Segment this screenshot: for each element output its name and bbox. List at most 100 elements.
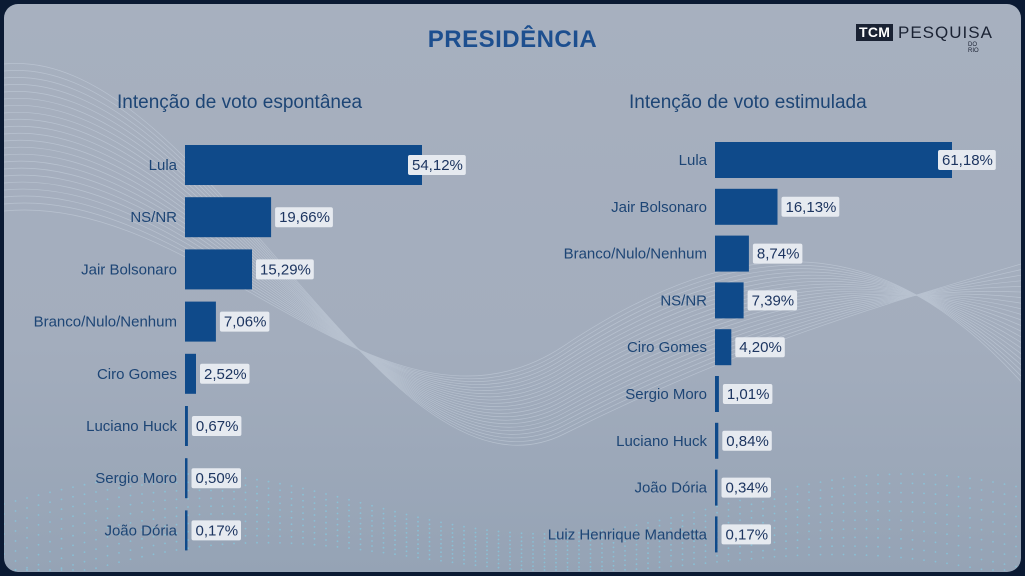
wave-dot	[141, 528, 143, 531]
wave-dot	[348, 504, 350, 506]
wave-dot	[37, 494, 40, 496]
wave-dot	[474, 535, 477, 538]
wave-dot	[796, 485, 799, 488]
wave-dot	[911, 482, 914, 485]
wave-dot	[60, 528, 63, 530]
wave-dot	[923, 511, 925, 514]
wave-dot	[302, 506, 304, 508]
wave-dot	[187, 489, 189, 492]
wave-dot	[520, 556, 523, 559]
wave-dot	[497, 534, 500, 537]
wave-dot	[842, 553, 845, 556]
wave-dot	[106, 507, 109, 510]
wave-dot	[474, 543, 477, 546]
wave-dot	[624, 568, 626, 571]
wave-dot	[785, 510, 787, 513]
wave-dot	[520, 548, 523, 551]
wave-dot	[256, 485, 258, 488]
wave-dot	[474, 564, 477, 567]
wave-dot	[635, 524, 638, 527]
wave-dot	[233, 505, 235, 508]
wave-dot	[532, 557, 534, 559]
wave-dot	[336, 501, 339, 504]
wave-dot	[727, 553, 730, 556]
wave-dot	[900, 528, 902, 531]
wave-dot	[371, 540, 373, 542]
wave-dot	[773, 541, 776, 544]
wave-dot	[290, 491, 293, 494]
wave-dot	[106, 564, 109, 566]
category-label-spontaneous-1: NS/NR	[130, 209, 177, 226]
wave-dot	[325, 539, 327, 541]
wave-dot	[532, 545, 534, 547]
wave-dot	[888, 528, 891, 530]
wave-dot	[946, 474, 948, 477]
wave-dot	[290, 510, 293, 513]
bar-charts: Lula 54,12% NS/NR 19,66% Jair Bolsonaro 15,29…	[34, 142, 996, 553]
wave-dot	[865, 536, 868, 539]
wave-dot	[509, 547, 511, 550]
wave-dot	[60, 569, 63, 571]
wave-dot	[371, 545, 373, 547]
wave-dot	[451, 540, 454, 543]
wave-dot	[486, 557, 488, 560]
value-label-spontaneous-0: 54,12%	[412, 157, 463, 174]
category-label-stimulated-2: Branco/Nulo/Nenhum	[564, 246, 707, 263]
value-label-bg-stimulated-5	[722, 384, 773, 404]
wave-dot	[819, 545, 822, 548]
wave-dot	[164, 482, 166, 484]
wave-dot	[670, 554, 672, 557]
wave-dot	[486, 545, 488, 548]
wave-dot	[980, 499, 983, 501]
wave-dot	[60, 518, 63, 520]
wave-dot	[14, 500, 17, 502]
wave-dot	[888, 500, 891, 503]
wave-dot	[520, 564, 523, 567]
wave-dot	[992, 501, 994, 503]
wave-dot	[72, 495, 74, 498]
wave-dot	[83, 493, 86, 496]
wave-dot	[969, 507, 971, 509]
wave-dot	[555, 541, 557, 543]
wave-dot	[578, 536, 580, 538]
wave-dot	[750, 517, 753, 519]
wave-dot	[566, 545, 569, 547]
value-label-bg-spontaneous-4	[200, 363, 250, 384]
wave-dot	[808, 522, 810, 525]
value-label-spontaneous-1: 19,66%	[279, 209, 330, 226]
wave-dot	[60, 508, 63, 511]
wave-dot	[26, 517, 28, 519]
wave-dot	[233, 512, 235, 515]
chart-spontaneous-title: Intenção de voto espontânea	[117, 92, 363, 113]
wave-dot	[256, 506, 258, 509]
wave-dot	[750, 557, 753, 560]
wave-dot	[877, 492, 879, 494]
wave-dot	[141, 511, 143, 513]
wave-dot	[969, 526, 971, 529]
wave-dot	[980, 558, 983, 561]
wave-dot	[152, 527, 155, 529]
wave-dot	[1015, 565, 1017, 568]
wave-dot	[348, 509, 350, 512]
wave-dot	[486, 541, 488, 544]
wave-dot	[497, 530, 500, 533]
wave-dot	[348, 515, 350, 517]
wave-dot	[175, 540, 178, 543]
wave-dot	[83, 483, 86, 486]
wave-dot	[49, 491, 51, 494]
wave-dot	[164, 542, 166, 545]
wave-dot	[4, 563, 5, 565]
wave-dot	[382, 551, 385, 554]
wave-dot	[635, 543, 638, 546]
wave-dot	[164, 499, 166, 502]
wave-dot	[129, 503, 132, 506]
wave-dot	[624, 559, 626, 562]
wave-dot	[141, 520, 143, 522]
wave-dot	[463, 525, 465, 528]
value-label-stimulated-4: 4,20%	[739, 339, 782, 356]
wave-dot	[992, 530, 994, 533]
wave-dot	[1015, 555, 1017, 558]
wave-dot	[267, 521, 270, 524]
wave-dot	[647, 567, 649, 570]
wave-dot	[555, 557, 557, 560]
